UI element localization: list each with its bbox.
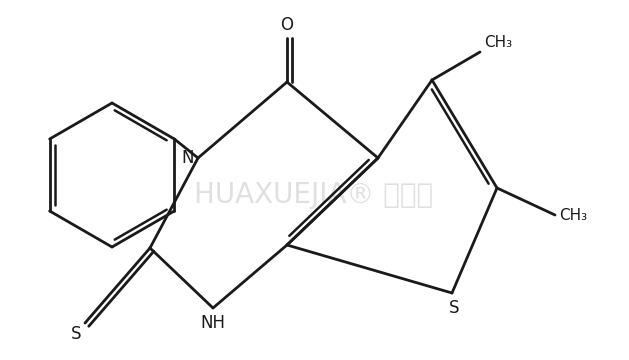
Text: S: S	[448, 299, 459, 317]
Text: NH: NH	[201, 314, 226, 332]
Text: O: O	[281, 16, 294, 34]
Text: CH₃: CH₃	[559, 207, 587, 222]
Text: HUAXUEJIA® 化学加: HUAXUEJIA® 化学加	[194, 181, 433, 209]
Text: CH₃: CH₃	[484, 35, 512, 50]
Text: N: N	[182, 149, 194, 167]
Text: S: S	[70, 325, 81, 343]
